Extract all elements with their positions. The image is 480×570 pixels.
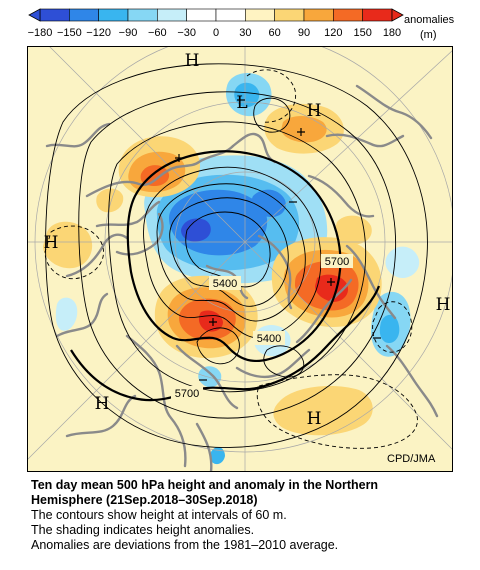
colorbar-cells [39, 8, 393, 22]
caption-title-line-2: Hemisphere (21Sep.2018–30Sep.2018) [31, 493, 258, 507]
colorbar-tick-label: 60 [269, 27, 281, 39]
colorbar-unit-label: anomalies [404, 14, 455, 26]
anomaly-max-markers [175, 99, 381, 381]
colorbar-tick-label: −90 [119, 27, 138, 39]
colorbar-tick-label: 90 [298, 27, 310, 39]
colorbar-cell [157, 8, 187, 22]
colorbar-tick-label: −150 [57, 27, 82, 39]
figure-caption: Ten day mean 500 hPa height and anomaly … [31, 478, 471, 553]
colorbar-cell [98, 8, 129, 22]
hemisphere-map: H H H H H H L 5400 5400 [27, 46, 453, 472]
contour-label-5400: 5400 [213, 278, 237, 290]
contour-label-5700: 5700 [325, 256, 349, 268]
colorbar-tick-label: 0 [213, 27, 219, 39]
map-credit: CPD/JMA [387, 453, 436, 465]
colorbar-left-arrow [28, 8, 41, 22]
high-center-label: H [307, 409, 322, 429]
anomaly-colorbar: −180 −150 −120 −90 −60 −30 0 30 60 90 120 150 180 an… [28, 8, 455, 41]
colorbar-tick-label: −120 [86, 27, 111, 39]
colorbar-cell [303, 8, 334, 22]
colorbar-cell [333, 8, 363, 22]
high-center-label: H [185, 51, 200, 71]
colorbar-tick-label: −60 [148, 27, 167, 39]
contour-label-5700: 5700 [175, 388, 199, 400]
colorbar-cell [127, 8, 158, 22]
colorbar-ticks: −180 −150 −120 −90 −60 −30 0 30 60 90 120 150 180 [28, 27, 402, 39]
colorbar-cell [245, 8, 275, 22]
height-contours [44, 63, 428, 449]
caption-title-line-1: Ten day mean 500 hPa height and anomaly … [31, 478, 379, 492]
colorbar-right-arrow [391, 8, 404, 22]
caption-line-3: Anomalies are deviations from the 1981–2… [31, 538, 339, 552]
colorbar-tick-label: 30 [239, 27, 251, 39]
colorbar-cell [69, 8, 99, 22]
colorbar-tick-label: 180 [383, 27, 401, 39]
caption-line-1: The contours show height at intervals of… [31, 508, 287, 522]
coastlines [45, 84, 439, 472]
caption-line-2: The shading indicates height anomalies. [31, 523, 255, 537]
colorbar-cell [186, 8, 217, 22]
colorbar-cell [215, 8, 246, 22]
map-frame [27, 46, 453, 472]
high-center-label: H [95, 394, 110, 414]
low-center-label: L [236, 93, 247, 113]
high-center-label: H [436, 295, 451, 315]
colorbar-tick-label: 150 [353, 27, 371, 39]
pressure-centers: H H H H H H L [44, 51, 451, 429]
colorbar-cell [362, 8, 393, 22]
anomaly-shading [43, 72, 420, 465]
high-center-label: H [44, 233, 59, 253]
high-center-label: H [307, 101, 322, 121]
colorbar-cell [274, 8, 305, 22]
contour-label-5400: 5400 [257, 333, 281, 345]
colorbar-tick-label: 120 [324, 27, 342, 39]
colorbar-unit: (m) [420, 29, 437, 41]
contour-labels: 5400 5400 5700 5700 [171, 254, 353, 400]
colorbar-cell [39, 8, 70, 22]
colorbar-tick-label: −180 [28, 27, 53, 39]
colorbar-tick-label: −30 [177, 27, 196, 39]
